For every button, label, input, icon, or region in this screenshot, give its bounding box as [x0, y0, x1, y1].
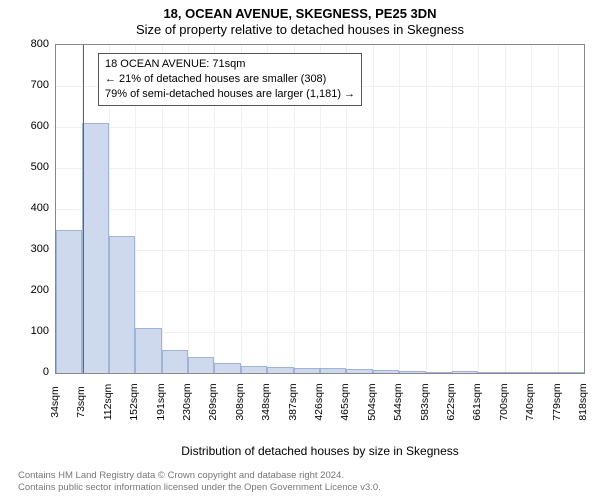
x-axis-label: Distribution of detached houses by size … — [55, 444, 585, 458]
reference-line — [83, 45, 84, 373]
x-tick-label: 779sqm — [551, 383, 563, 420]
x-tick-label: 73sqm — [75, 386, 87, 418]
histogram-bar — [162, 350, 188, 373]
x-tick-label: 230sqm — [181, 383, 193, 420]
y-tick-label: 300 — [31, 243, 49, 255]
x-tick-label: 504sqm — [366, 383, 378, 420]
y-tick-label: 600 — [31, 120, 49, 132]
x-tick-label: 387sqm — [287, 383, 299, 420]
x-tick-label: 112sqm — [102, 384, 114, 421]
y-tick-label: 100 — [31, 325, 49, 337]
gridline-v — [426, 45, 427, 373]
gridline-v — [531, 45, 532, 373]
histogram-bar — [320, 368, 346, 373]
gridline-v — [399, 45, 400, 373]
x-tick-label: 308sqm — [234, 383, 246, 420]
y-tick-label: 200 — [31, 284, 49, 296]
annotation-line2: ← 21% of detached houses are smaller (30… — [105, 72, 355, 87]
histogram-bar — [188, 357, 214, 373]
x-tick-label: 269sqm — [207, 383, 219, 420]
x-tick-label: 700sqm — [498, 383, 510, 420]
histogram-bar — [399, 371, 425, 373]
annotation-line3: 79% of semi-detached houses are larger (… — [105, 87, 355, 102]
x-tick-label: 583sqm — [419, 383, 431, 420]
attribution: Contains HM Land Registry data © Crown c… — [18, 470, 381, 494]
histogram-bar — [294, 368, 320, 373]
histogram-bar — [558, 372, 584, 373]
histogram-bar — [531, 372, 557, 373]
x-tick-label: 818sqm — [577, 383, 589, 420]
x-tick-label: 152sqm — [128, 383, 140, 420]
histogram-bar — [267, 367, 293, 373]
x-tick-label: 348sqm — [260, 383, 272, 420]
attribution-line2: Contains public sector information licen… — [18, 482, 381, 494]
gridline-v — [373, 45, 374, 373]
y-tick-label: 0 — [43, 366, 49, 378]
histogram-bar — [56, 230, 82, 374]
plot-area: 18 OCEAN AVENUE: 71sqm← 21% of detached … — [55, 44, 585, 374]
x-tick-label: 661sqm — [471, 383, 483, 420]
x-tick-label: 465sqm — [339, 383, 351, 420]
x-tick-label: 622sqm — [445, 383, 457, 420]
gridline-v — [558, 45, 559, 373]
x-tick-label: 426sqm — [313, 383, 325, 420]
histogram-bar — [241, 366, 267, 373]
annotation-box: 18 OCEAN AVENUE: 71sqm← 21% of detached … — [98, 53, 362, 106]
x-tick-label: 191sqm — [155, 383, 167, 420]
histogram-bar — [346, 369, 372, 373]
annotation-line1: 18 OCEAN AVENUE: 71sqm — [105, 57, 355, 72]
chart-title-main: 18, OCEAN AVENUE, SKEGNESS, PE25 3DN — [0, 0, 600, 21]
x-tick-label: 544sqm — [392, 383, 404, 420]
y-tick-label: 400 — [31, 202, 49, 214]
histogram-bar — [452, 371, 478, 373]
histogram-bar — [426, 372, 452, 373]
histogram-bar — [478, 372, 504, 373]
y-tick-label: 500 — [31, 161, 49, 173]
histogram-bar — [135, 328, 161, 373]
chart-title-sub: Size of property relative to detached ho… — [0, 21, 600, 37]
histogram-bar — [373, 370, 399, 373]
x-tick-label: 740sqm — [524, 383, 536, 420]
x-tick-label: 34sqm — [49, 386, 61, 418]
gridline-v — [478, 45, 479, 373]
histogram-bar — [214, 363, 240, 373]
y-tick-label: 800 — [31, 38, 49, 50]
gridline-v — [452, 45, 453, 373]
histogram-bar — [109, 236, 135, 373]
y-tick-label: 700 — [31, 79, 49, 91]
attribution-line1: Contains HM Land Registry data © Crown c… — [18, 470, 381, 482]
chart-area: 18 OCEAN AVENUE: 71sqm← 21% of detached … — [55, 44, 585, 414]
gridline-v — [505, 45, 506, 373]
histogram-bar — [82, 123, 108, 373]
histogram-bar — [505, 372, 531, 373]
